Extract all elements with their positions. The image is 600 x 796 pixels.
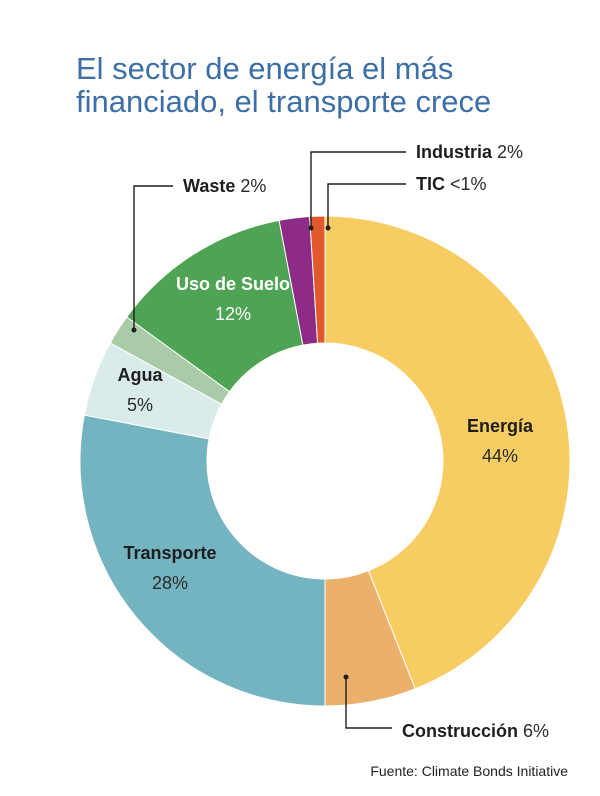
- label-name-tic: TIC: [416, 174, 450, 194]
- value-industria: 2%: [497, 142, 523, 162]
- slice-tic: [309, 215, 326, 344]
- donut-slices: [79, 215, 571, 707]
- source-note: Fuente: Climate Bonds Initiative: [370, 763, 568, 779]
- value-uso-de-suelo: 12%: [215, 304, 251, 324]
- leader-dot-tic: [325, 225, 331, 231]
- value-energia: 44%: [482, 446, 518, 466]
- value-transporte: 28%: [152, 573, 188, 593]
- slice-transporte: [79, 414, 326, 707]
- label-transporte: Transporte: [123, 543, 216, 563]
- label-name-industria: Industria: [416, 142, 497, 162]
- chart-title-line-2: financiado, el transporte crece: [76, 84, 492, 119]
- label-uso-de-suelo: Uso de Suelo: [176, 274, 290, 294]
- value-tic: <1%: [450, 174, 487, 194]
- label-tic: TIC <1%: [416, 174, 487, 194]
- label-energia: Energía: [467, 416, 534, 436]
- leader-dot-construccion: [343, 674, 349, 680]
- leader-lines: [131, 151, 406, 729]
- label-construccion: Construcción 6%: [402, 721, 549, 741]
- leader-dot-industria: [308, 225, 314, 231]
- label-agua: Agua: [118, 365, 164, 385]
- value-waste: 2%: [240, 176, 266, 196]
- label-name-waste: Waste: [183, 176, 240, 196]
- leader-dot-waste: [131, 327, 137, 333]
- value-agua: 5%: [127, 395, 153, 415]
- slice-labels: Energía 44% Construcción 6% Transporte 28% Ag…: [118, 142, 550, 741]
- slice-uso-de-suelo: [126, 219, 304, 393]
- leader-industria: [310, 151, 406, 228]
- label-industria: Industria 2%: [416, 142, 523, 162]
- slice-energia: [324, 215, 571, 690]
- label-name-construccion: Construcción: [402, 721, 523, 741]
- leader-tic: [327, 183, 406, 228]
- leader-waste: [133, 185, 173, 330]
- value-construccion: 6%: [523, 721, 549, 741]
- label-waste: Waste 2%: [183, 176, 266, 196]
- chart-title-line-1: El sector de energía el más: [76, 51, 454, 86]
- chart-title: El sector de energía el más financiado, …: [76, 52, 576, 118]
- leader-construccion: [345, 677, 392, 729]
